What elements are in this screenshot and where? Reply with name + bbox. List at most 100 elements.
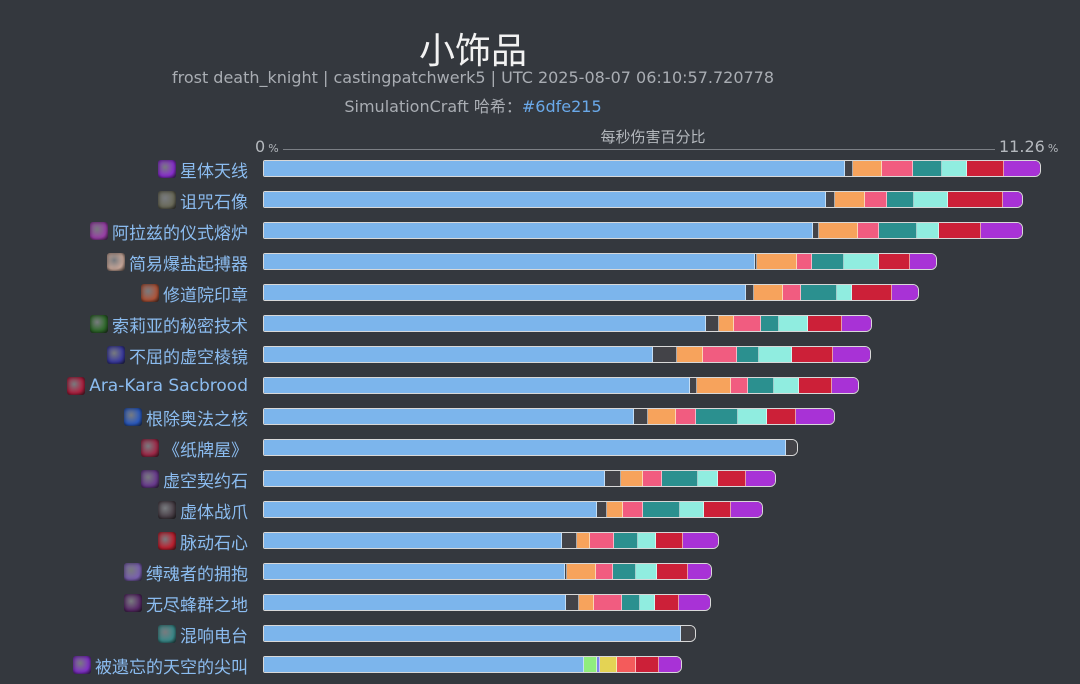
bar-segment[interactable] bbox=[774, 378, 800, 393]
bar-segment[interactable] bbox=[635, 657, 659, 672]
bar-segment[interactable] bbox=[767, 409, 797, 424]
category-label[interactable]: 阿拉兹的仪式熔炉 bbox=[90, 220, 248, 244]
bar-segment[interactable] bbox=[832, 378, 859, 393]
category-label[interactable]: 虚空契约石 bbox=[141, 468, 248, 492]
bar-segment[interactable] bbox=[981, 223, 1023, 238]
bar-segment[interactable] bbox=[583, 657, 597, 672]
bar-row[interactable]: 虚空契约石 bbox=[0, 464, 1080, 495]
category-label[interactable]: 被遗忘的天空的尖叫 bbox=[73, 654, 248, 678]
bar-segment[interactable] bbox=[264, 440, 786, 455]
bar-segment[interactable] bbox=[634, 409, 648, 424]
bar-segment[interactable] bbox=[826, 192, 836, 207]
stacked-bar[interactable] bbox=[263, 315, 873, 332]
stacked-bar[interactable] bbox=[263, 532, 720, 549]
bar-row[interactable]: 简易爆盐起搏器 bbox=[0, 247, 1080, 278]
stacked-bar[interactable] bbox=[263, 408, 836, 425]
bar-segment[interactable] bbox=[697, 378, 731, 393]
bar-segment[interactable] bbox=[734, 316, 762, 331]
hash-link[interactable]: #6dfe215 bbox=[521, 97, 602, 116]
bar-row[interactable]: 被遗忘的天空的尖叫 bbox=[0, 650, 1080, 681]
bar-segment[interactable] bbox=[614, 533, 639, 548]
bar-segment[interactable] bbox=[656, 533, 683, 548]
bar-segment[interactable] bbox=[761, 316, 780, 331]
bar-segment[interactable] bbox=[264, 626, 682, 641]
stacked-bar[interactable] bbox=[263, 501, 764, 518]
bar-segment[interactable] bbox=[818, 223, 859, 238]
bar-segment[interactable] bbox=[264, 502, 598, 517]
bar-segment[interactable] bbox=[706, 316, 720, 331]
bar-segment[interactable] bbox=[565, 564, 568, 579]
bar-row[interactable]: 脉动石心 bbox=[0, 526, 1080, 557]
stacked-bar[interactable] bbox=[263, 594, 712, 611]
bar-segment[interactable] bbox=[753, 285, 784, 300]
stacked-bar[interactable] bbox=[263, 160, 1041, 177]
bar-segment[interactable] bbox=[695, 409, 738, 424]
stacked-bar[interactable] bbox=[263, 253, 938, 270]
bar-segment[interactable] bbox=[942, 161, 967, 176]
bar-segment[interactable] bbox=[892, 285, 919, 300]
bar-segment[interactable] bbox=[567, 564, 596, 579]
bar-segment[interactable] bbox=[881, 161, 913, 176]
category-label[interactable]: 星体天线 bbox=[158, 158, 248, 182]
stacked-bar[interactable] bbox=[263, 346, 872, 363]
bar-row[interactable]: Ara-Kara Sacbrood bbox=[0, 371, 1080, 402]
bar-segment[interactable] bbox=[599, 657, 617, 672]
bar-segment[interactable] bbox=[912, 161, 943, 176]
category-label[interactable]: 不屈的虚空棱镜 bbox=[107, 344, 248, 368]
bar-segment[interactable] bbox=[590, 533, 615, 548]
bar-segment[interactable] bbox=[910, 254, 937, 269]
bar-segment[interactable] bbox=[1004, 161, 1040, 176]
bar-segment[interactable] bbox=[264, 285, 746, 300]
category-label[interactable]: 索莉亚的秘密技术 bbox=[90, 313, 248, 337]
bar-segment[interactable] bbox=[886, 192, 914, 207]
bar-segment[interactable] bbox=[832, 347, 871, 362]
bar-segment[interactable] bbox=[966, 161, 1005, 176]
bar-segment[interactable] bbox=[658, 657, 682, 672]
bar-segment[interactable] bbox=[697, 471, 719, 486]
bar-segment[interactable] bbox=[565, 595, 580, 610]
bar-segment[interactable] bbox=[640, 595, 656, 610]
bar-segment[interactable] bbox=[938, 223, 982, 238]
bar-segment[interactable] bbox=[680, 502, 705, 517]
bar-segment[interactable] bbox=[606, 502, 623, 517]
bar-segment[interactable] bbox=[718, 471, 747, 486]
bar-segment[interactable] bbox=[622, 595, 641, 610]
bar-segment[interactable] bbox=[264, 316, 707, 331]
bar-segment[interactable] bbox=[704, 502, 731, 517]
bar-segment[interactable] bbox=[264, 564, 566, 579]
bar-segment[interactable] bbox=[812, 223, 819, 238]
category-label[interactable]: 无尽蜂群之地 bbox=[124, 592, 248, 616]
bar-segment[interactable] bbox=[596, 657, 600, 672]
stacked-bar[interactable] bbox=[263, 470, 776, 487]
bar-segment[interactable] bbox=[783, 285, 802, 300]
bar-segment[interactable] bbox=[264, 254, 756, 269]
bar-segment[interactable] bbox=[264, 409, 635, 424]
category-label[interactable]: 修道院印章 bbox=[141, 282, 248, 306]
bar-segment[interactable] bbox=[759, 347, 793, 362]
bar-segment[interactable] bbox=[605, 471, 621, 486]
stacked-bar[interactable] bbox=[263, 563, 713, 580]
bar-segment[interactable] bbox=[656, 564, 689, 579]
category-label[interactable]: 《纸牌屋》 bbox=[141, 437, 248, 461]
bar-segment[interactable] bbox=[264, 595, 566, 610]
bar-segment[interactable] bbox=[879, 254, 911, 269]
bar-segment[interactable] bbox=[837, 285, 853, 300]
bar-row[interactable]: 阿拉兹的仪式熔炉 bbox=[0, 216, 1080, 247]
category-label[interactable]: 缚魂者的拥抱 bbox=[124, 561, 248, 585]
bar-segment[interactable] bbox=[719, 316, 735, 331]
bar-segment[interactable] bbox=[264, 657, 584, 672]
bar-segment[interactable] bbox=[636, 564, 657, 579]
bar-segment[interactable] bbox=[745, 285, 754, 300]
bar-segment[interactable] bbox=[864, 192, 887, 207]
bar-segment[interactable] bbox=[577, 533, 591, 548]
bar-row[interactable]: 混响电台 bbox=[0, 619, 1080, 650]
bar-segment[interactable] bbox=[737, 347, 760, 362]
bar-segment[interactable] bbox=[616, 657, 636, 672]
bar-segment[interactable] bbox=[264, 161, 845, 176]
bar-segment[interactable] bbox=[916, 223, 939, 238]
category-label[interactable]: 混响电台 bbox=[158, 623, 248, 647]
bar-segment[interactable] bbox=[597, 502, 607, 517]
bar-segment[interactable] bbox=[808, 316, 842, 331]
bar-row[interactable]: 诅咒石像 bbox=[0, 185, 1080, 216]
bar-segment[interactable] bbox=[852, 285, 893, 300]
